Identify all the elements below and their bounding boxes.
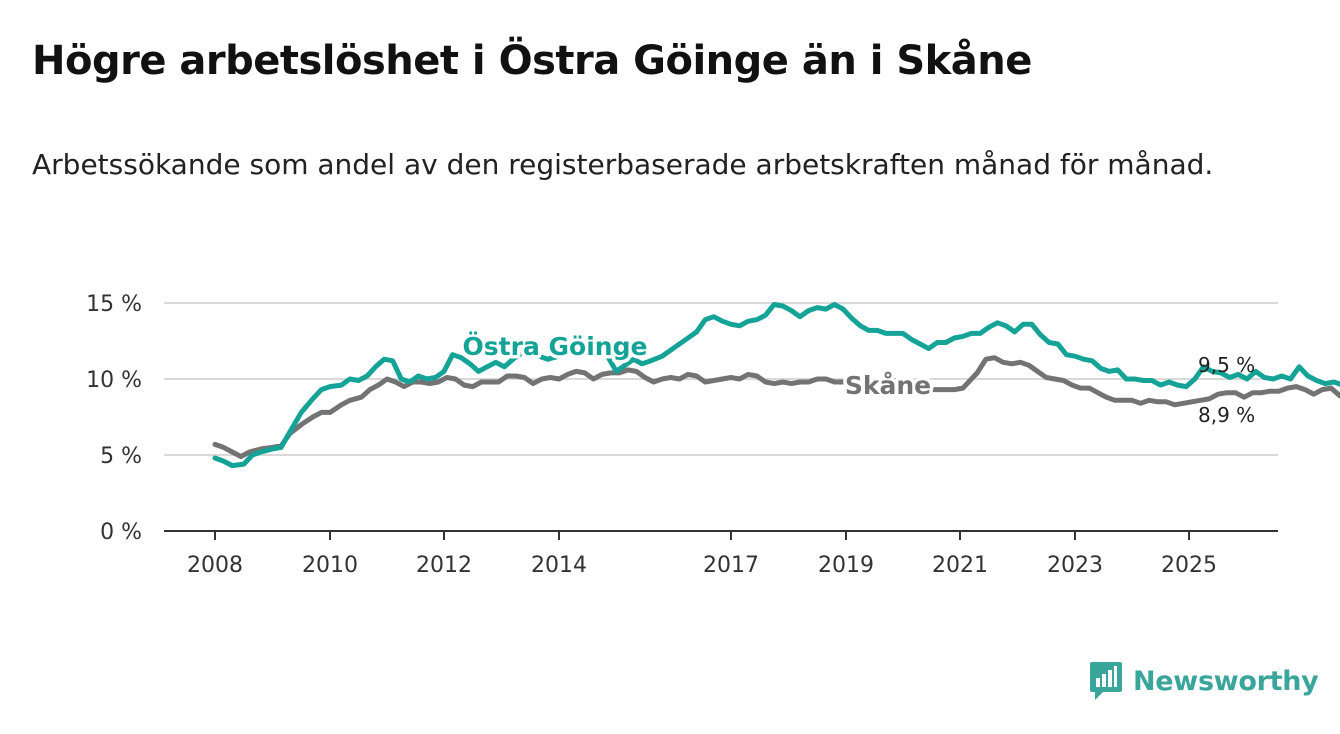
x-tick-label: 2012 xyxy=(416,553,472,578)
x-tick-label: 2025 xyxy=(1161,553,1217,578)
x-tick-label: 2019 xyxy=(818,553,874,578)
x-tick-label: 2010 xyxy=(302,553,358,578)
x-tick-label: 2021 xyxy=(932,553,988,578)
newsworthy-logo-icon xyxy=(1090,662,1122,700)
newsworthy-brand-text: Newsworthy xyxy=(1133,665,1319,697)
chart-subtitle: Arbetssökande som andel av den registerb… xyxy=(32,148,1214,181)
y-tick-label: 5 % xyxy=(100,444,142,469)
series-lines xyxy=(212,302,1340,469)
chart-title: Högre arbetslöshet i Östra Göinge än i S… xyxy=(32,38,1032,84)
newsworthy-logo: Newsworthy xyxy=(1089,660,1319,702)
ostra-goinge-series-line xyxy=(212,302,1340,469)
skane-end-label: 8,9 % xyxy=(1198,403,1255,427)
series-labels: Östra Göinge Skåne 9,5 % 8,9 % xyxy=(459,328,1255,428)
y-tick-label: 10 % xyxy=(86,368,142,393)
axes: 0 % 5 % 10 % 15 % 2008 2010 2012 2014 2017 2019 20… xyxy=(86,292,1278,578)
x-tick-label: 2023 xyxy=(1047,553,1103,578)
y-tick-label: 15 % xyxy=(86,292,142,317)
skane-series-line xyxy=(212,355,1340,459)
y-tick-label: 0 % xyxy=(100,520,142,545)
x-tick-label: 2008 xyxy=(187,553,243,578)
x-tick-label: 2014 xyxy=(531,553,587,578)
skane-series-label: Skåne xyxy=(845,371,931,400)
ostra-goinge-end-label: 9,5 % xyxy=(1198,353,1255,377)
x-tick-label: 2017 xyxy=(703,553,759,578)
ostra-goinge-series-label: Östra Göinge xyxy=(463,331,648,361)
